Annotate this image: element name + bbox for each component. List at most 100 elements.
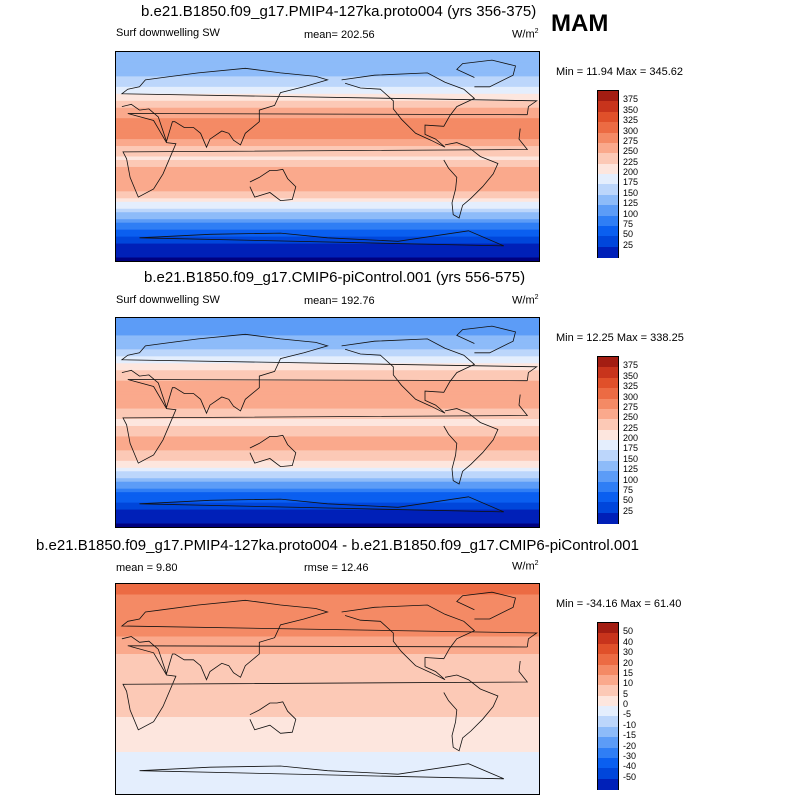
colorbar-segment — [598, 747, 618, 759]
map-latitude-band — [116, 384, 539, 389]
colorbar-tick-label: 50 — [623, 626, 634, 637]
colorbar-tick-label: -10 — [623, 719, 637, 730]
colorbar-tick-label: 5 — [623, 688, 629, 699]
colorbar-segment — [598, 142, 618, 154]
panel-2-map — [115, 317, 540, 528]
map-latitude-band — [116, 682, 539, 687]
map-latitude-band — [116, 485, 539, 490]
colorbar-segment — [598, 737, 618, 748]
panel-2-minmax: Min = 12.25 Max = 338.25 — [556, 332, 684, 344]
colorbar-segment — [598, 726, 618, 738]
panel-2-units: W/m2 — [512, 294, 539, 307]
map-latitude-band — [116, 62, 539, 67]
map-latitude-band — [116, 696, 539, 701]
map-latitude-band — [116, 488, 539, 493]
panel-1-variable-label: Surf downwelling SW — [116, 27, 220, 39]
coastline — [341, 72, 476, 148]
map-latitude-band — [116, 654, 539, 659]
colorbar-tick-label: 25 — [623, 505, 634, 516]
map-latitude-band — [116, 713, 539, 718]
map-latitude-band — [116, 745, 539, 750]
coastline — [139, 230, 504, 247]
map-latitude-band — [116, 359, 539, 364]
map-latitude-band — [116, 675, 539, 680]
map-latitude-band — [116, 163, 539, 168]
colorbar-segment — [598, 623, 618, 634]
map-latitude-band — [116, 762, 539, 767]
map-latitude-band — [116, 598, 539, 603]
colorbar-segment — [598, 471, 618, 482]
panel-3-rmse: rmse = 12.46 — [304, 562, 369, 574]
map-latitude-band — [116, 72, 539, 77]
map-latitude-band — [116, 159, 539, 165]
map-latitude-band — [116, 377, 539, 382]
map-latitude-band — [116, 121, 539, 126]
map-latitude-band — [116, 142, 539, 147]
map-latitude-band — [116, 776, 539, 781]
colorbar-segment — [598, 153, 618, 165]
map-latitude-band — [116, 324, 539, 330]
map-latitude-band — [116, 233, 539, 238]
map-latitude-band — [116, 132, 539, 137]
map-latitude-band — [116, 250, 539, 255]
map-latitude-band — [116, 657, 539, 662]
map-latitude-band — [116, 331, 539, 337]
map-latitude-band — [116, 516, 539, 521]
colorbar-tick-label: 300 — [623, 391, 639, 402]
panel-1-mean: mean= 202.56 — [304, 29, 375, 41]
colorbar-segment — [598, 357, 618, 368]
map-latitude-band — [116, 436, 539, 441]
map-latitude-band — [116, 349, 539, 354]
map-latitude-band — [116, 520, 539, 525]
map-latitude-band — [116, 478, 539, 483]
colorbar-segment — [598, 716, 618, 728]
coastline — [249, 701, 297, 734]
map-latitude-band — [116, 432, 539, 438]
colorbar-tick-label: -15 — [623, 730, 637, 741]
map-latitude-band — [116, 703, 539, 708]
map-latitude-band — [116, 198, 539, 203]
colorbar-tick-label: 200 — [623, 433, 639, 443]
map-latitude-band — [116, 692, 539, 697]
coastline — [249, 434, 297, 468]
map-latitude-band — [116, 222, 539, 227]
map-latitude-band — [116, 605, 539, 610]
map-latitude-band — [116, 731, 539, 736]
map-latitude-band — [116, 76, 539, 81]
map-latitude-band — [116, 612, 539, 617]
panel-3-map — [115, 583, 540, 795]
map-latitude-band — [116, 201, 539, 206]
colorbar-tick-label: 325 — [623, 381, 639, 392]
map-latitude-band — [116, 439, 539, 444]
coastline — [456, 325, 516, 354]
colorbar-tick-label: 175 — [623, 443, 639, 454]
map-latitude-band — [116, 425, 539, 431]
map-latitude-band — [116, 321, 539, 326]
colorbar-segment — [598, 91, 618, 102]
map-latitude-band — [116, 720, 539, 725]
map-latitude-band — [116, 601, 539, 606]
panel-2-mean: mean= 192.76 — [304, 295, 375, 307]
colorbar-tick-label: 225 — [623, 422, 639, 433]
colorbar-segment — [598, 184, 618, 196]
colorbar-tick-label: 275 — [623, 401, 639, 412]
map-latitude-band — [116, 619, 539, 624]
map-latitude-band — [116, 780, 539, 785]
map-latitude-band — [116, 97, 539, 102]
panel-3-mean: mean = 9.80 — [116, 562, 178, 574]
colorbar-segment — [598, 757, 618, 769]
map-latitude-band — [116, 370, 539, 375]
colorbar-tick-label: 40 — [623, 636, 634, 647]
coastline — [443, 408, 499, 485]
colorbar-segment — [598, 706, 618, 717]
map-latitude-band — [116, 513, 539, 518]
map-latitude-band — [116, 594, 539, 599]
map-latitude-band — [116, 717, 539, 722]
map-latitude-band — [116, 457, 539, 462]
map-latitude-band — [116, 429, 539, 434]
coastline — [139, 496, 504, 513]
panel-2-variable-label: Surf downwelling SW — [116, 294, 220, 306]
map-latitude-band — [116, 387, 539, 392]
map-latitude-band — [116, 342, 539, 347]
coastline — [249, 168, 297, 202]
